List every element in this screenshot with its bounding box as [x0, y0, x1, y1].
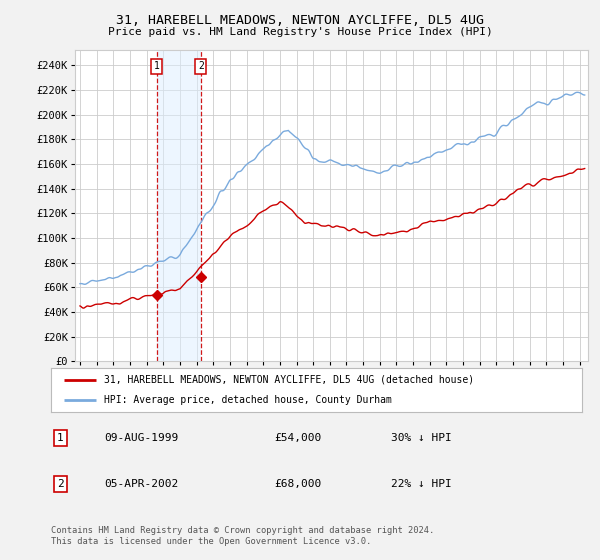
Text: 31, HAREBELL MEADOWS, NEWTON AYCLIFFE, DL5 4UG (detached house): 31, HAREBELL MEADOWS, NEWTON AYCLIFFE, D…	[104, 375, 474, 385]
Text: Contains HM Land Registry data © Crown copyright and database right 2024.
This d: Contains HM Land Registry data © Crown c…	[51, 526, 434, 546]
Text: 2: 2	[57, 479, 64, 489]
Text: Price paid vs. HM Land Registry's House Price Index (HPI): Price paid vs. HM Land Registry's House …	[107, 27, 493, 37]
Text: 30% ↓ HPI: 30% ↓ HPI	[391, 433, 452, 443]
Text: 31, HAREBELL MEADOWS, NEWTON AYCLIFFE, DL5 4UG: 31, HAREBELL MEADOWS, NEWTON AYCLIFFE, D…	[116, 14, 484, 27]
Text: 09-AUG-1999: 09-AUG-1999	[104, 433, 178, 443]
Text: HPI: Average price, detached house, County Durham: HPI: Average price, detached house, Coun…	[104, 395, 392, 405]
Text: £54,000: £54,000	[274, 433, 321, 443]
Text: 1: 1	[154, 61, 160, 71]
Bar	[157, 50, 201, 361]
Text: 1: 1	[57, 433, 64, 443]
Text: 22% ↓ HPI: 22% ↓ HPI	[391, 479, 452, 489]
Text: £68,000: £68,000	[274, 479, 321, 489]
Text: 2: 2	[198, 61, 203, 71]
Text: 05-APR-2002: 05-APR-2002	[104, 479, 178, 489]
